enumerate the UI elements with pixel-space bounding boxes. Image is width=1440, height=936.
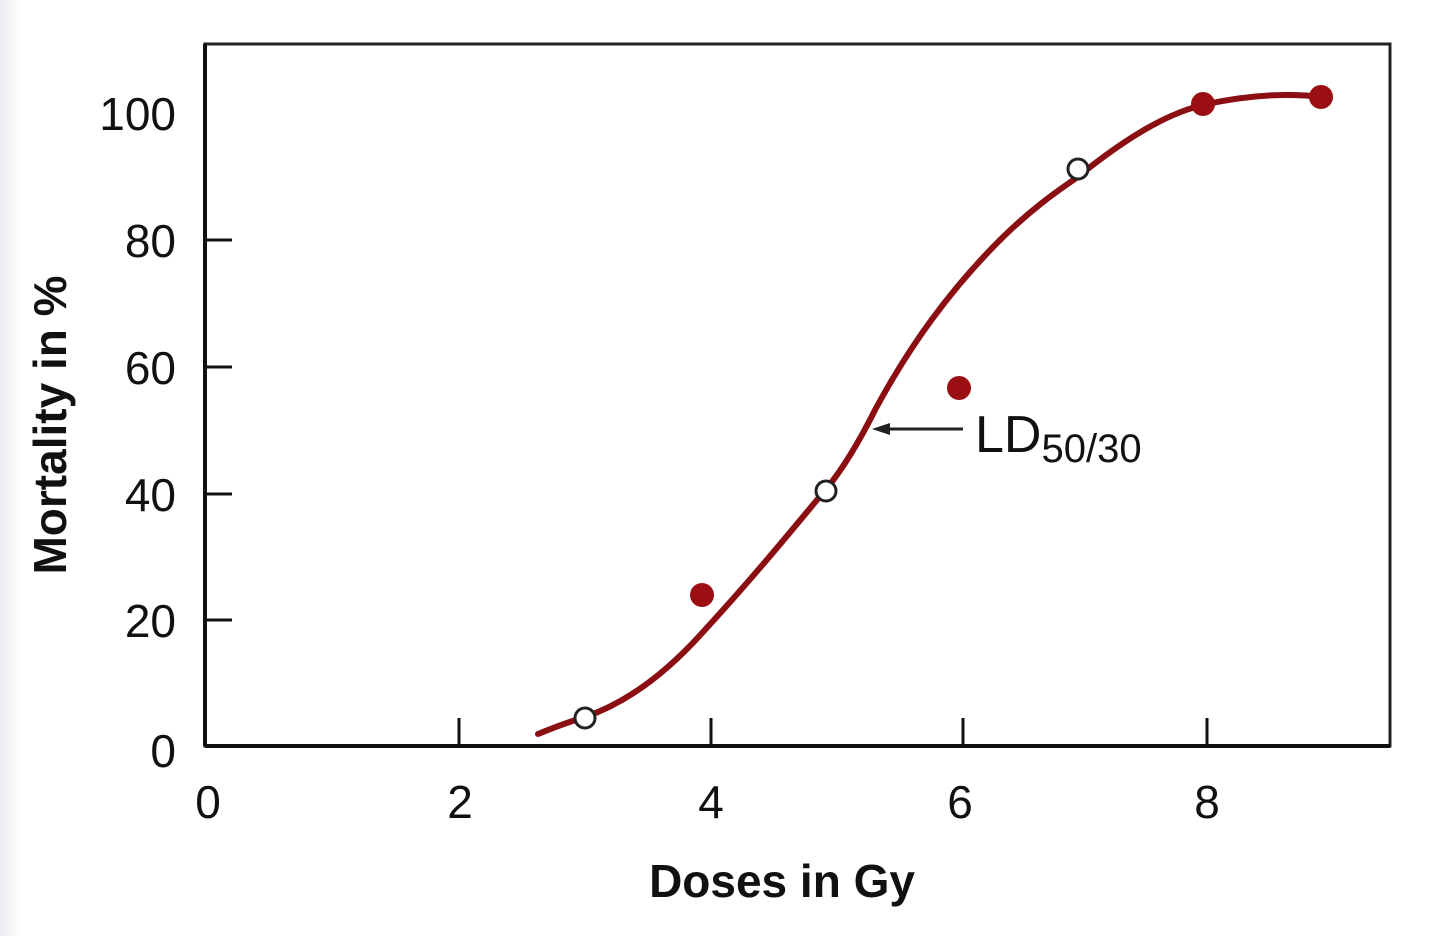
filled-markers	[690, 85, 1333, 607]
x-tick-labels: 0 2 4 6 8	[195, 776, 1220, 828]
plot-frame	[203, 42, 1392, 748]
open-marker	[1066, 157, 1090, 181]
fitted-curve	[535, 92, 1325, 737]
svg-text:100: 100	[99, 88, 176, 140]
svg-text:0: 0	[195, 776, 221, 828]
open-marker	[814, 479, 838, 503]
y-axis-title: Mortality in %	[24, 275, 76, 574]
svg-text:60: 60	[125, 342, 176, 394]
filled-marker	[690, 583, 714, 607]
open-markers	[573, 157, 1090, 730]
left-edge-shade	[0, 0, 22, 936]
svg-text:0: 0	[150, 725, 176, 777]
x-ticks	[457, 718, 1209, 746]
filled-marker	[1191, 92, 1215, 116]
svg-text:20: 20	[125, 595, 176, 647]
annotation-label: LD50/30	[975, 406, 1142, 471]
svg-text:80: 80	[125, 215, 176, 267]
filled-marker	[947, 376, 971, 400]
y-tick-labels: 0 20 40 60 80 100	[99, 88, 176, 777]
ld50-annotation: LD50/30	[872, 406, 1142, 471]
svg-text:8: 8	[1194, 776, 1220, 828]
svg-text:6: 6	[947, 776, 973, 828]
filled-marker	[1309, 85, 1333, 109]
y-ticks	[205, 238, 232, 622]
svg-text:2: 2	[447, 776, 473, 828]
arrow-head-icon	[872, 423, 890, 435]
open-marker	[573, 706, 597, 730]
svg-text:4: 4	[698, 776, 724, 828]
x-axis-title: Doses in Gy	[649, 855, 915, 907]
svg-text:40: 40	[125, 469, 176, 521]
